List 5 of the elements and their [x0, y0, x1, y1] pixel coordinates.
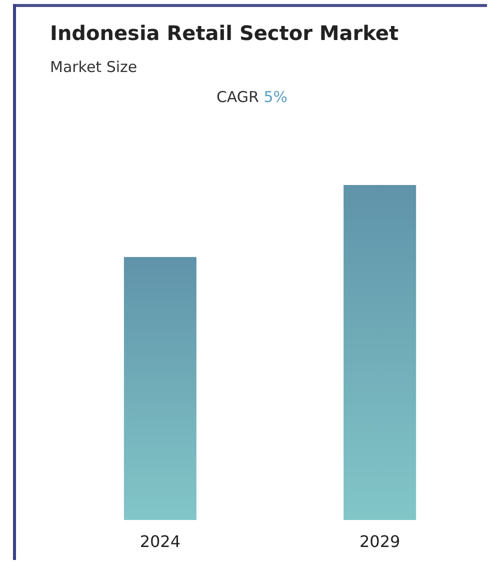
- x-tick-label: 2024: [140, 532, 181, 551]
- chart-subtitle: Market Size: [50, 58, 138, 76]
- x-tick-label: 2029: [359, 532, 400, 551]
- chart-title: Indonesia Retail Sector Market: [50, 21, 399, 45]
- text: CAGR 5%: [216, 88, 288, 106]
